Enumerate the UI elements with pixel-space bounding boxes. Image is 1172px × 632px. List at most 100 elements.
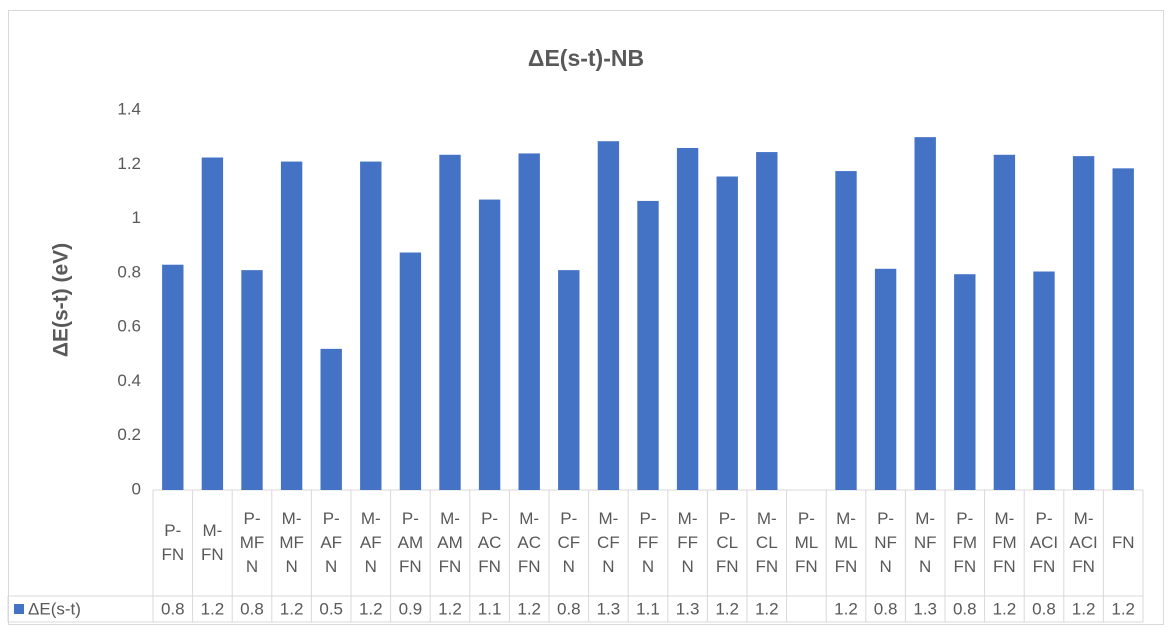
x-tick-cell: M-CFN xyxy=(597,509,620,576)
x-tick-label: P-NFN xyxy=(874,509,897,576)
data-label: 0.5 xyxy=(319,599,343,618)
x-tick-label: M-FN xyxy=(201,521,224,564)
x-tick-cell: P-MLFN xyxy=(794,509,819,576)
bar xyxy=(835,171,857,491)
data-label: 0.9 xyxy=(399,599,423,618)
data-label: 1.3 xyxy=(913,599,937,618)
x-tick-cell: P-ACIFN xyxy=(1029,509,1059,576)
bar xyxy=(993,154,1016,491)
bar xyxy=(518,153,540,490)
bar xyxy=(478,199,501,491)
data-label: 1.2 xyxy=(359,599,383,618)
x-tick-cell: P-CLFN xyxy=(716,509,739,576)
data-label: 1.1 xyxy=(636,599,660,618)
x-tick-cell: P-AMFN xyxy=(397,509,424,576)
bar xyxy=(756,152,778,491)
bar xyxy=(716,176,738,490)
x-tick-cell: M-ACFN xyxy=(517,509,541,576)
y-tick-label: 0.2 xyxy=(117,425,141,444)
x-tick-label: M-AFN xyxy=(359,509,382,576)
y-tick-label: 0.8 xyxy=(117,262,141,281)
bar xyxy=(637,200,659,490)
x-tick-label: M-CLFN xyxy=(755,509,779,576)
data-label: 0.8 xyxy=(953,599,977,618)
data-label: 1.2 xyxy=(993,599,1017,618)
bar xyxy=(201,157,224,490)
chart-title: ΔE(s-t)-NB xyxy=(528,45,644,71)
x-tick-label: M-ACIFN xyxy=(1069,509,1098,576)
x-tick-cell: M-ACIFN xyxy=(1069,509,1098,576)
bar xyxy=(241,270,263,490)
data-label: 0.8 xyxy=(1032,599,1056,618)
x-tick-cell: P-AFN xyxy=(320,509,343,576)
x-tick-label: M-CFN xyxy=(597,509,620,576)
bar xyxy=(676,148,699,490)
data-label: 1.2 xyxy=(517,599,541,618)
x-tick-cell: M-MLFN xyxy=(834,509,858,576)
data-label: 1.2 xyxy=(201,599,225,618)
x-tick-cell: P-CFN xyxy=(557,509,581,576)
x-tick-cell: P-ACFN xyxy=(477,509,502,576)
bar xyxy=(162,264,184,490)
bar xyxy=(558,270,580,490)
x-tick-cell: P-MFN xyxy=(239,509,265,576)
y-tick-label: 1 xyxy=(132,208,141,227)
x-tick-label: M-AMFN xyxy=(437,509,463,576)
x-tick-cell: M-FFN xyxy=(677,509,698,576)
bar xyxy=(914,137,936,490)
data-label: 1.2 xyxy=(715,599,739,618)
y-tick-label: 0.6 xyxy=(117,317,141,336)
x-tick-cell: P-FN xyxy=(161,521,185,564)
data-label: 0.8 xyxy=(874,599,898,618)
x-tick-label: M-FMFN xyxy=(992,509,1017,576)
bar xyxy=(360,161,382,491)
x-tick-label: P-FMFN xyxy=(952,509,978,576)
bar xyxy=(597,141,620,490)
data-label: 1.2 xyxy=(280,599,304,618)
x-tick-cell: M-FMFN xyxy=(992,509,1017,576)
data-label: 1.2 xyxy=(438,599,462,618)
x-tick-label: M-MFN xyxy=(279,509,304,576)
legend-swatch xyxy=(14,604,24,614)
x-tick-cell: P-NFN xyxy=(874,509,897,576)
x-tick-label: FN xyxy=(1111,533,1135,552)
x-tick-cell: M-AFN xyxy=(359,509,382,576)
x-tick-label: P-FN xyxy=(161,521,185,564)
legend-label: ΔE(s-t) xyxy=(28,599,81,618)
x-tick-cell: M-CLFN xyxy=(755,509,779,576)
bar xyxy=(399,252,422,490)
x-tick-cell: P-FFN xyxy=(637,509,659,576)
bar xyxy=(954,274,976,490)
x-tick-label: P-ACIFN xyxy=(1029,509,1059,576)
bar xyxy=(439,154,461,491)
data-label: 1.1 xyxy=(478,599,502,618)
data-label: 1.2 xyxy=(755,599,779,618)
y-tick-label: 0 xyxy=(132,479,141,498)
bar xyxy=(1033,271,1055,490)
data-label: 1.3 xyxy=(676,599,700,618)
x-tick-label: M-NFN xyxy=(913,509,937,576)
x-tick-label: P-MFN xyxy=(239,509,265,576)
x-tick-cell: P-FMFN xyxy=(952,509,978,576)
x-tick-label: P-CFN xyxy=(557,509,581,576)
bar xyxy=(320,348,342,490)
y-tick-label: 1.2 xyxy=(117,154,141,173)
x-tick-label: P-AFN xyxy=(320,509,343,576)
x-tick-cell: M-AMFN xyxy=(437,509,463,576)
x-tick-label: P-AMFN xyxy=(397,509,424,576)
y-tick-label: 0.4 xyxy=(117,371,141,390)
x-tick-label: P-MLFN xyxy=(794,509,819,576)
x-tick-label: P-FFN xyxy=(637,509,659,576)
data-label: 0.8 xyxy=(161,599,185,618)
y-tick-label: 1.4 xyxy=(117,99,141,118)
x-tick-label: P-ACFN xyxy=(477,509,502,576)
data-label: 1.2 xyxy=(1111,599,1135,618)
x-tick-cell: M-FN xyxy=(201,521,224,564)
data-label: 1.2 xyxy=(834,599,858,618)
y-axis-title: ΔE(s-t) (eV) xyxy=(50,243,73,357)
data-label: 1.2 xyxy=(1072,599,1096,618)
data-label: 1.3 xyxy=(597,599,621,618)
bar xyxy=(1112,168,1134,490)
